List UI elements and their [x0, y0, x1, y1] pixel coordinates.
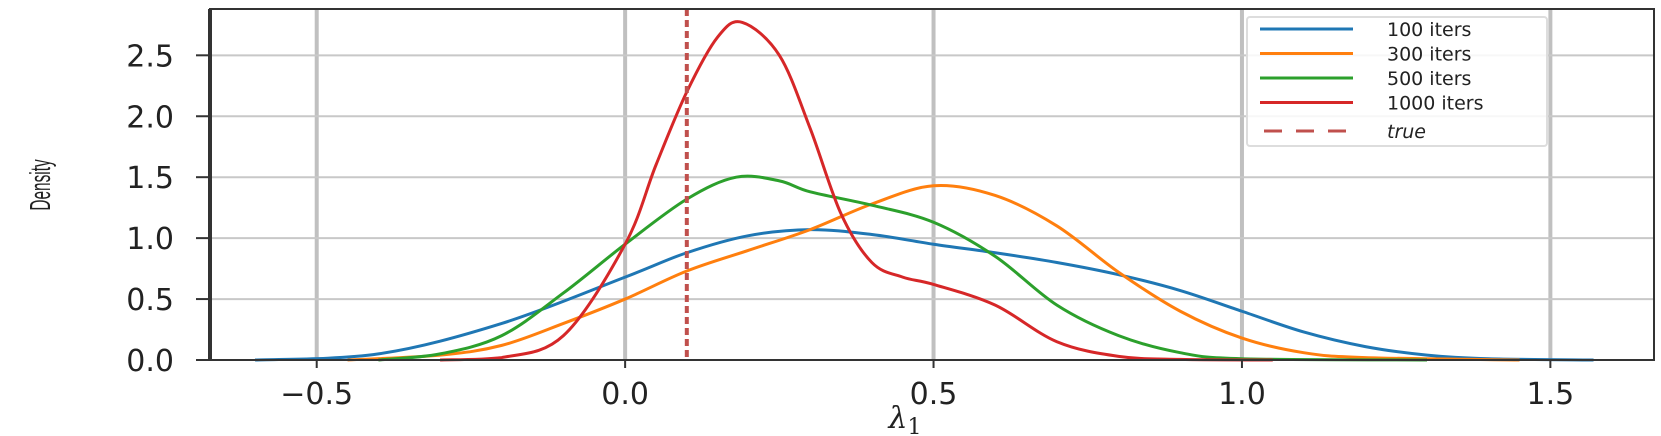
legend-label: 100 iters: [1387, 19, 1471, 41]
y-tick-label: 1.0: [126, 222, 174, 257]
legend-box: [1246, 16, 1548, 147]
series-line-1000-iters: [440, 20, 1273, 362]
x-tick-label: 0.0: [601, 377, 649, 412]
series-line-300-iters: [347, 183, 1520, 362]
y-tick-label: 0.0: [126, 344, 174, 379]
x-tick-label: 1.5: [1527, 377, 1575, 412]
series-line-500-iters: [378, 174, 1428, 362]
y-tick-label: 2.5: [126, 39, 174, 74]
x-axis-label: λ1: [887, 401, 921, 436]
series-line-100-iters: [254, 228, 1594, 362]
x-tick-label: −0.5: [280, 377, 353, 412]
legend-label: true: [1387, 121, 1426, 143]
y-tick-label: 2.0: [126, 100, 174, 135]
x-tick-label: 1.0: [1218, 377, 1266, 412]
axis-ticks: −0.5 0.0 0.5 1.0 1.5 0.0 0.5 1.0 1.5 2.0 2.5: [126, 39, 1574, 412]
y-tick-label: 1.5: [126, 161, 174, 196]
y-tick-label: 0.5: [126, 283, 174, 318]
series-lines: [254, 20, 1594, 362]
y-axis-label: Density: [24, 159, 56, 211]
legend-label: 500 iters: [1387, 68, 1471, 90]
x-tick-label: 0.5: [910, 377, 958, 412]
legend-label: 300 iters: [1387, 44, 1471, 66]
x-axis-label-subscript: 1: [908, 415, 922, 436]
x-axis-label-symbol: λ: [887, 401, 907, 436]
legend-label: 1000 iters: [1387, 93, 1484, 115]
